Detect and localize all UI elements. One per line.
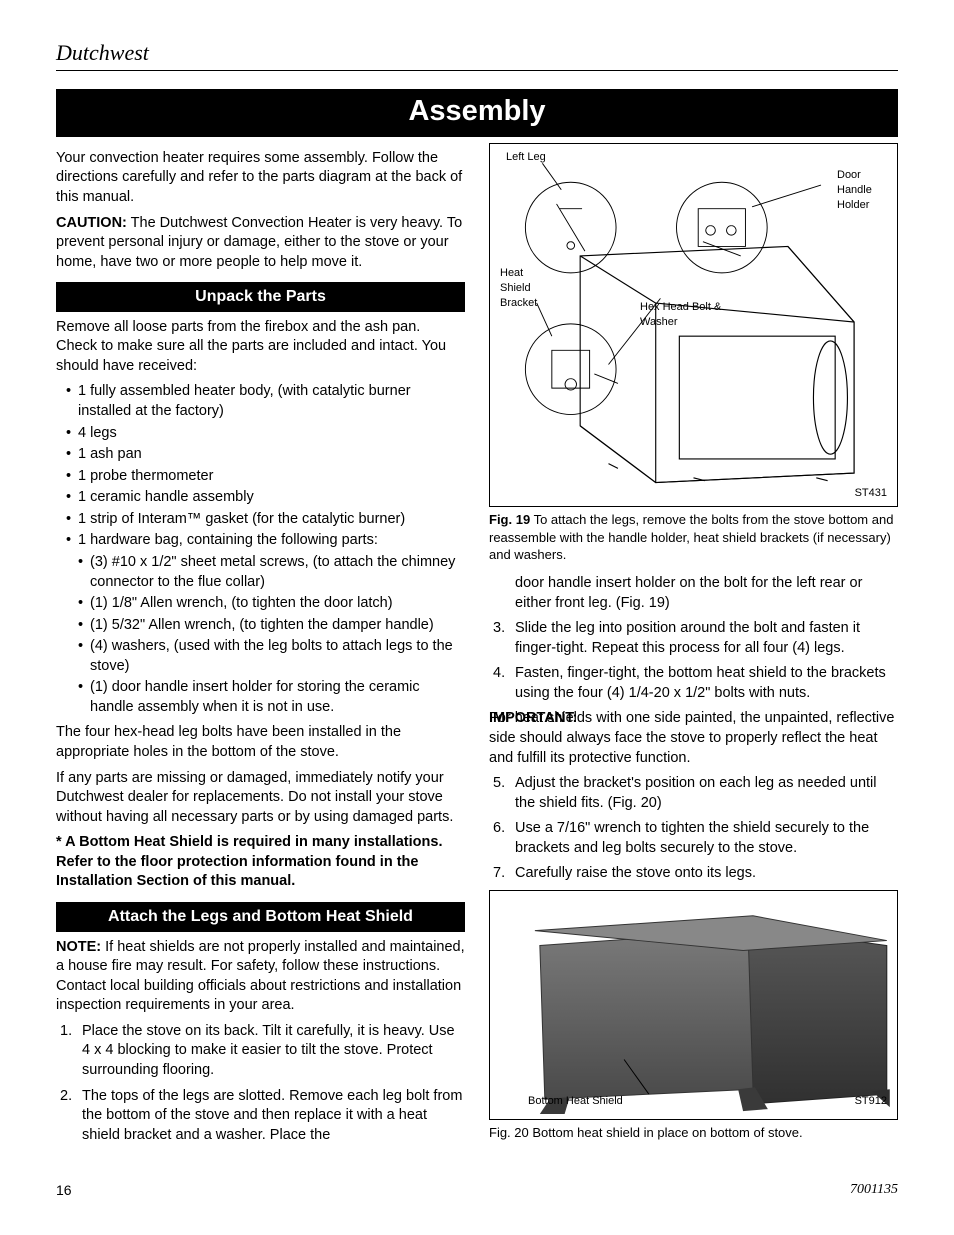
part-item: 4 legs: [56, 424, 465, 444]
fig19-caption-bold: Fig. 19: [489, 512, 530, 527]
fig19-code: ST431: [855, 486, 887, 501]
fig19-label-heat-shield: Heat Shield Bracket: [500, 266, 550, 311]
part-subitem: (1) door handle insert holder for storin…: [56, 678, 465, 717]
step-text: Use a 7/16" wrench to tighten the shield…: [515, 820, 869, 856]
note-label: NOTE:: [56, 939, 101, 955]
part-subitem: (4) washers, (used with the leg bolts to…: [56, 637, 465, 676]
step-item: 2. The tops of the legs are slotted. Remo…: [56, 1087, 465, 1146]
caution-label: CAUTION:: [56, 215, 127, 231]
step-number: 7.: [493, 864, 505, 884]
fig20-label-bhs: Bottom Heat Shield: [528, 1094, 623, 1109]
step-text: Adjust the bracket's position on each le…: [515, 775, 876, 811]
important-paragraph: IMPORTANT: For heat shields with one sid…: [489, 709, 898, 768]
brand-header: Dutchwest: [56, 38, 898, 71]
part-item: 1 ceramic handle assembly: [56, 488, 465, 508]
step-number: 1.: [60, 1022, 72, 1042]
note-text: If heat shields are not properly install…: [56, 939, 465, 1014]
step-text: Carefully raise the stove onto its legs.: [515, 865, 756, 881]
step-number: 6.: [493, 819, 505, 839]
unpack-after-1: The four hex-head leg bolts have been in…: [56, 723, 465, 762]
subheader-attach-legs: Attach the Legs and Bottom Heat Shield: [56, 902, 465, 932]
step-item: 3. Slide the leg into position around the…: [489, 619, 898, 658]
step-number: 4.: [493, 664, 505, 684]
caution-paragraph: CAUTION: The Dutchwest Convection Heater…: [56, 214, 465, 273]
fig20-caption: Fig. 20 Bottom heat shield in place on b…: [489, 1124, 898, 1142]
step-item: 1. Place the stove on its back. Tilt it c…: [56, 1022, 465, 1081]
fig19-label-door-handle: Door Handle Holder: [837, 168, 887, 213]
document-number: 7001135: [850, 1181, 898, 1200]
page-number: 16: [56, 1181, 72, 1200]
page-footer: 16 7001135: [56, 1181, 898, 1200]
fig19-caption-rest: To attach the legs, remove the bolts fro…: [489, 512, 893, 562]
fig19-label-hex: Hex Head Bolt & Washer: [640, 300, 735, 330]
step-item: 4. Fasten, finger-tight, the bottom heat …: [489, 664, 898, 703]
figure-20-box: Bottom Heat Shield ST912: [489, 890, 898, 1120]
important-text: For heat shields with one side painted, …: [489, 710, 894, 765]
heatshield-footnote: * A Bottom Heat Shield is required in ma…: [56, 833, 465, 892]
part-subitem: (1) 1/8" Allen wrench, (to tighten the d…: [56, 594, 465, 614]
section-title-banner: Assembly: [56, 89, 898, 137]
steps-left: 1. Place the stove on its back. Tilt it c…: [56, 1022, 465, 1145]
part-subitem: (3) #10 x 1/2" sheet metal screws, (to a…: [56, 553, 465, 592]
section-title-text: Assembly: [408, 95, 545, 127]
unpack-intro: Remove all loose parts from the firebox …: [56, 318, 465, 377]
parts-list: 1 fully assembled heater body, (with cat…: [56, 382, 465, 717]
part-item: 1 fully assembled heater body, (with cat…: [56, 382, 465, 421]
brand-name: Dutchwest: [56, 38, 149, 68]
step-item: 5. Adjust the bracket's position on each …: [489, 774, 898, 813]
unpack-after-2: If any parts are missing or damaged, imm…: [56, 769, 465, 828]
intro-paragraph: Your convection heater requires some ass…: [56, 149, 465, 208]
step-text: Place the stove on its back. Tilt it car…: [82, 1023, 455, 1078]
subheader-unpack: Unpack the Parts: [56, 282, 465, 312]
left-column: Your convection heater requires some ass…: [56, 143, 465, 1152]
steps-right-2: 5. Adjust the bracket's position on each …: [489, 774, 898, 884]
figure-20-diagram: [490, 891, 897, 1119]
step-item: 6. Use a 7/16" wrench to tighten the shie…: [489, 819, 898, 858]
step-number: 3.: [493, 619, 505, 639]
fig20-code: ST912: [855, 1094, 887, 1109]
fig19-label-left-leg: Left Leg: [506, 150, 546, 165]
step-text: Fasten, finger-tight, the bottom heat sh…: [515, 665, 886, 701]
steps-right-1: 3. Slide the leg into position around the…: [489, 619, 898, 703]
part-item: 1 strip of Interam™ gasket (for the cata…: [56, 510, 465, 530]
part-subitem: (1) 5/32" Allen wrench, (to tighten the …: [56, 616, 465, 636]
step-item: 7. Carefully raise the stove onto its leg…: [489, 864, 898, 884]
figure-19-box: Left Leg Door Handle Holder Heat Shield …: [489, 143, 898, 508]
right-column: Left Leg Door Handle Holder Heat Shield …: [489, 143, 898, 1152]
step-text: Slide the leg into position around the b…: [515, 620, 860, 656]
part-item: 1 probe thermometer: [56, 467, 465, 487]
step-text: The tops of the legs are slotted. Remove…: [82, 1088, 462, 1143]
fig19-caption: Fig. 19 To attach the legs, remove the b…: [489, 511, 898, 564]
step-number: 5.: [493, 774, 505, 794]
step2-continuation: door handle insert holder on the bolt fo…: [489, 574, 898, 613]
note-paragraph: NOTE: If heat shields are not properly i…: [56, 938, 465, 1016]
two-column-layout: Your convection heater requires some ass…: [56, 143, 898, 1152]
part-item: 1 ash pan: [56, 445, 465, 465]
part-item: 1 hardware bag, containing the following…: [56, 531, 465, 551]
heatshield-footnote-text: * A Bottom Heat Shield is required in ma…: [56, 834, 442, 889]
step-number: 2.: [60, 1087, 72, 1107]
